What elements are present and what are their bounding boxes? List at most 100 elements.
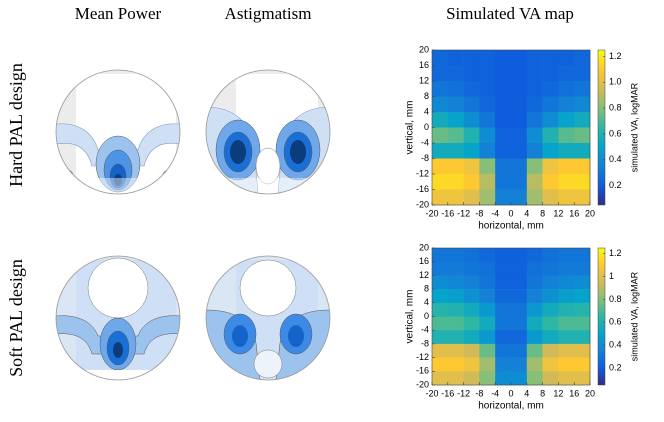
heatmap-cell — [558, 158, 575, 175]
heatmap-cell — [495, 127, 512, 144]
y-tick-label: 8 — [424, 283, 429, 293]
heatmap-cell — [447, 50, 464, 66]
heatmap-cell — [574, 158, 591, 175]
heatmap-cell — [526, 316, 543, 331]
colorbar — [597, 49, 606, 206]
heatmap-cell — [447, 158, 464, 175]
heatmap-cell — [526, 127, 543, 144]
heatmap-cell — [479, 174, 496, 190]
heatmap-cell — [463, 158, 480, 175]
heatmap-cell — [495, 81, 512, 97]
heatmap-cell — [463, 189, 480, 206]
heatmap-cell — [463, 275, 480, 290]
y-axis-label: vertical, mm — [405, 101, 416, 155]
y-tick-label: -20 — [416, 199, 429, 209]
heatmap-cell — [511, 261, 528, 276]
y-tick-label: 0 — [424, 122, 429, 132]
heatmap-cell — [542, 96, 559, 113]
heatmap-cell — [558, 143, 575, 159]
y-tick-label: 20 — [419, 44, 429, 54]
heatmap-cell — [558, 174, 575, 190]
y-tick-label: -4 — [421, 137, 429, 147]
heatmap-cell — [526, 174, 543, 190]
heatmap-cell — [479, 330, 496, 345]
heatmap-cell — [432, 275, 449, 290]
heatmap-cell — [432, 65, 449, 82]
heatmap-cell — [511, 189, 528, 206]
heatmap-cell — [447, 127, 464, 144]
y-tick-label: -8 — [421, 338, 429, 348]
heatmap-cell — [495, 174, 512, 190]
heatmap-cell — [558, 65, 575, 82]
heatmap-cell — [542, 316, 559, 331]
heatmap-cell — [463, 343, 480, 358]
heatmap-cell — [511, 143, 528, 159]
y-tick-label: 4 — [424, 297, 429, 307]
heatmap-cell — [463, 143, 480, 159]
x-tick-label: -12 — [457, 388, 470, 398]
heatmap-cell — [479, 289, 496, 304]
heatmap-cell — [526, 143, 543, 159]
heatmap-cell — [542, 65, 559, 82]
y-tick-label: 20 — [419, 242, 429, 252]
heatmap-cell — [463, 357, 480, 372]
y-tick-label: 4 — [424, 106, 429, 116]
heatmap-cell — [479, 343, 496, 358]
heatmap-cell — [574, 275, 591, 290]
row-title: Soft PAL design — [6, 259, 26, 377]
heatmap-cell — [511, 112, 528, 128]
heatmap-cell — [495, 330, 512, 345]
x-tick-label: 0 — [508, 208, 513, 218]
heatmap-cell — [542, 248, 559, 262]
x-tick-label: -16 — [441, 208, 454, 218]
heatmap-cell — [463, 371, 480, 386]
heatmap-cell — [526, 371, 543, 386]
heatmap-cell — [479, 96, 496, 113]
contour-map — [55, 69, 181, 195]
column-title: Mean Power — [75, 4, 162, 23]
x-tick-label: 8 — [540, 388, 545, 398]
colorbar-tick-label: 0.6 — [609, 317, 622, 327]
x-tick-label: 4 — [524, 388, 529, 398]
heatmap-cell — [511, 174, 528, 190]
heatmap-cell — [558, 112, 575, 128]
heatmap-cell — [463, 174, 480, 190]
heatmap-cell — [574, 96, 591, 113]
heatmap-cell — [432, 158, 449, 175]
heatmap-cell — [495, 112, 512, 128]
heatmap-cell — [463, 65, 480, 82]
heatmap-cell — [447, 96, 464, 113]
heatmap-cell — [463, 330, 480, 345]
colorbar-label: simulated VA, logMAR — [629, 82, 639, 172]
heatmap-cell — [432, 343, 449, 358]
colorbar-tick-label: 1.0 — [609, 77, 622, 87]
heatmap-cell — [432, 371, 449, 386]
heatmap-cell — [447, 357, 464, 372]
x-tick-label: -4 — [491, 208, 499, 218]
heatmap-cell — [558, 50, 575, 66]
colorbar-tick-label: 1.2 — [609, 51, 622, 61]
heatmap-cell — [511, 357, 528, 372]
heatmap-cell — [495, 96, 512, 113]
heatmap-cell — [526, 81, 543, 97]
heatmap-cell — [479, 302, 496, 317]
heatmap-cell — [526, 275, 543, 290]
x-tick-label: 16 — [569, 388, 579, 398]
heatmap-cell — [495, 189, 512, 206]
heatmap-cell — [447, 275, 464, 290]
heatmap-cell — [558, 261, 575, 276]
colorbar-tick-label: 0.8 — [609, 294, 622, 304]
heatmap-cell — [447, 143, 464, 159]
x-tick-label: -8 — [475, 388, 483, 398]
heatmap-cell — [558, 343, 575, 358]
heatmap-cell — [511, 248, 528, 262]
heatmap-cell — [511, 127, 528, 144]
heatmap-cell — [495, 65, 512, 82]
x-tick-label: 0 — [508, 388, 513, 398]
y-tick-label: 12 — [419, 75, 429, 85]
heatmap-cell — [574, 81, 591, 97]
heatmap-cell — [542, 158, 559, 175]
heatmap-cell — [447, 81, 464, 97]
heatmap-cell — [511, 158, 528, 175]
x-tick-label: 20 — [585, 388, 595, 398]
